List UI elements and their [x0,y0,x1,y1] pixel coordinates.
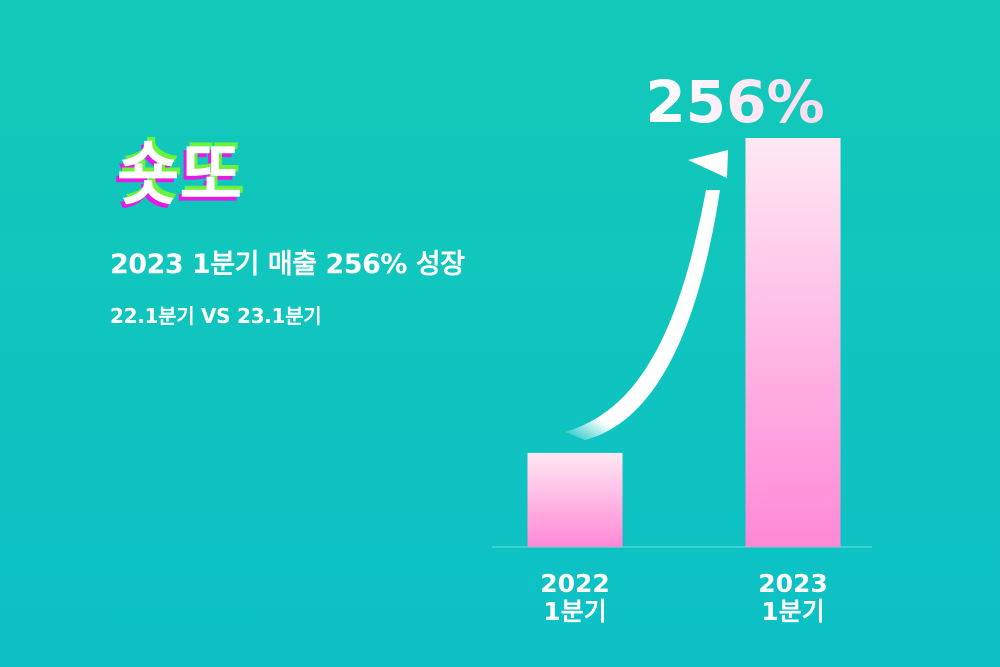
subheadline: 22.1분기 VS 23.1분기 [110,304,322,328]
logo: 숏또 [117,136,242,215]
arrow-head-icon [688,150,728,178]
headline: 2023 1분기 매출 256% 성장 [110,249,465,280]
bar-2022 [527,452,623,547]
growth-annotation: 256% [645,68,824,136]
growth-arrow-icon [565,190,720,440]
x-tick-label: 1분기 [543,597,606,626]
x-tick-label: 2022 [540,569,610,598]
bar-2023 [745,138,841,547]
logo-text: 숏또 [117,136,242,215]
x-tick-label: 1분기 [761,597,824,626]
x-tick-label: 2023 [758,569,828,598]
